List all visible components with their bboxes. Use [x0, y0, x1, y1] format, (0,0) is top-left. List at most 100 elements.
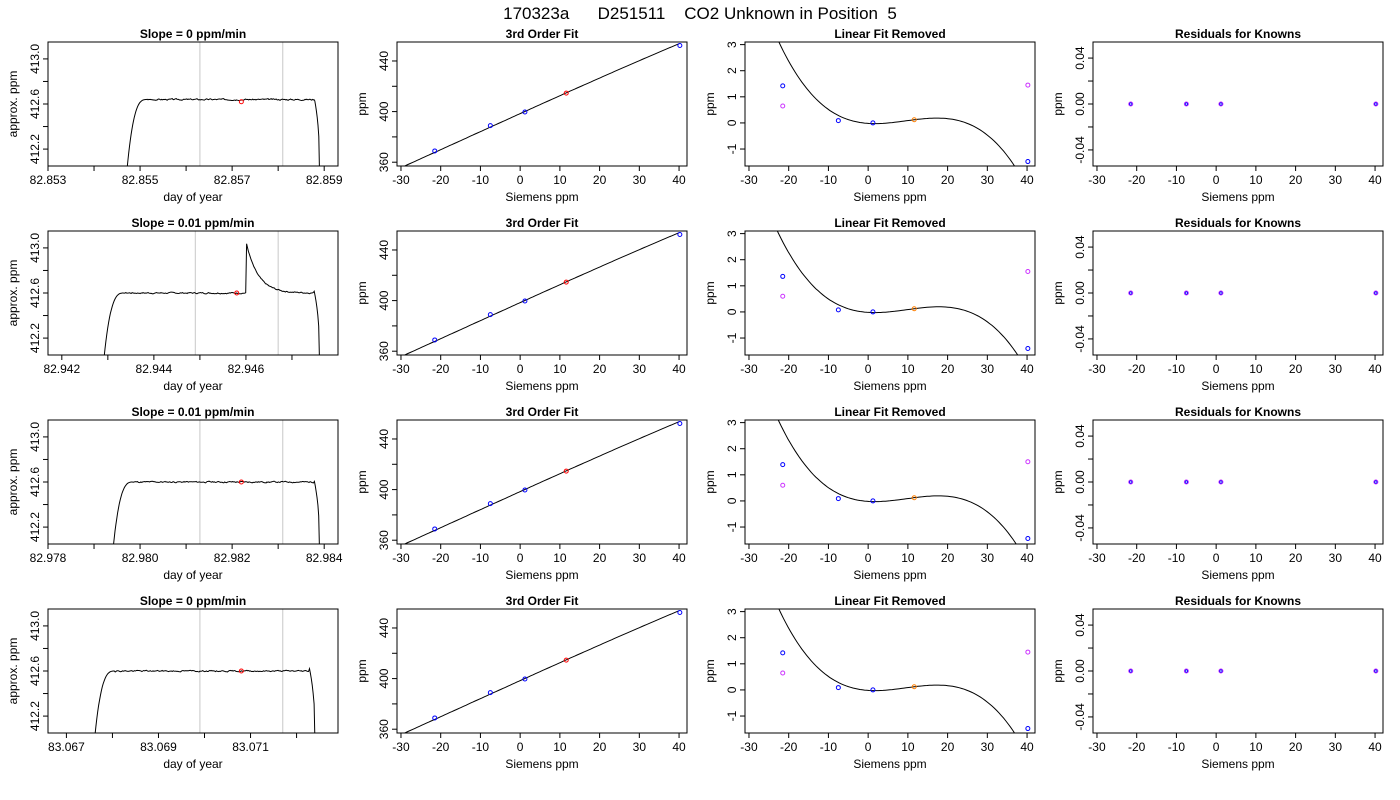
y-tick-label: 0.00: [1073, 659, 1087, 683]
y-tick-label: 412.6: [28, 656, 42, 686]
panel-title: Slope = 0.01 ppm/min: [131, 405, 254, 419]
x-tick-label: 82.944: [136, 362, 173, 376]
x-tick-label: -30: [740, 740, 758, 754]
x-tick-label: 82.980: [122, 551, 159, 565]
x-tick-label: 10: [1249, 740, 1263, 754]
x-tick-label: 20: [1289, 173, 1303, 187]
panel-raw-row-4: Slope = 0 ppm/min 83.067 83.069 83.071 412.2…: [6, 594, 339, 771]
x-tick-label: -20: [432, 740, 450, 754]
x-axis-label: Siemens ppm: [853, 568, 926, 582]
plot-frame: [47, 41, 339, 167]
known-standard-point: [677, 43, 683, 49]
secondary-point: [780, 293, 786, 299]
x-tick-label: 82.982: [214, 551, 251, 565]
x-tick-label: 40: [1368, 551, 1382, 565]
plot-data-layer: [1128, 668, 1379, 674]
x-tick-label: 82.853: [30, 173, 67, 187]
x-tick-label: 40: [1368, 362, 1382, 376]
fit-curve: [778, 609, 1016, 733]
panel-title: Linear Fit Removed: [834, 405, 945, 419]
x-tick-label: 30: [1329, 551, 1343, 565]
fit-curve: [778, 42, 1016, 166]
known-standard-point-inner: [1219, 480, 1223, 484]
known-standard-point-inner: [1374, 102, 1378, 106]
x-tick-label: 0: [1213, 551, 1220, 565]
y-tick-label: 0.00: [1073, 470, 1087, 494]
known-standard-point: [835, 496, 841, 502]
x-tick-label: 83.067: [48, 740, 85, 754]
y-tick-label: 412.2: [28, 134, 42, 164]
panel-title: Linear Fit Removed: [834, 216, 945, 230]
known-standard-point: [1128, 479, 1134, 485]
y-tick-label: -0.04: [1073, 703, 1087, 731]
y-tick-label: 413.0: [28, 422, 42, 452]
panel-linfit-row-3: Linear Fit Removed-30 -20 -10 0 10 20 30 40-101…: [703, 405, 1036, 582]
y-tick-label: 1: [725, 282, 739, 289]
x-tick-label: -30: [392, 551, 410, 565]
y-axis-label: ppm: [1051, 659, 1065, 682]
x-tick-label: -30: [1088, 173, 1106, 187]
panel-title: Slope = 0 ppm/min: [140, 594, 246, 608]
x-tick-label: -30: [1088, 551, 1106, 565]
y-tick-label: 360: [377, 719, 391, 739]
y-tick-label: 360: [377, 341, 391, 361]
plot-data-layer: [94, 609, 316, 733]
panel-grid: Slope = 0 ppm/min 82.853 82.855 82.857 82.85…: [6, 27, 1384, 771]
plot-data-layer: [113, 420, 320, 544]
panel-title: Slope = 0 ppm/min: [140, 27, 246, 41]
y-tick-label: 0: [725, 497, 739, 504]
fit-curve: [403, 232, 680, 355]
y-tick-label: 1: [725, 471, 739, 478]
x-tick-label: -10: [820, 551, 838, 565]
x-axis-label: day of year: [163, 379, 222, 393]
x-tick-label: 83.069: [140, 740, 177, 754]
y-tick-label: 413.0: [28, 611, 42, 641]
known-standard-point: [522, 676, 528, 682]
y-tick-label: 360: [377, 152, 391, 172]
known-standard-point: [432, 526, 438, 532]
x-tick-label: 30: [981, 173, 995, 187]
unknown-mean-point: [234, 290, 240, 296]
panel-resid-row-1: Residuals for Knowns -30 -20 -10 0 10 20 30 40 -0…: [1051, 27, 1384, 204]
x-tick-label: 0: [517, 551, 524, 565]
x-tick-label: -10: [472, 551, 490, 565]
known-standard-point: [1183, 101, 1189, 107]
panel-resid-row-2: Residuals for Knowns -30 -20 -10 0 10 20 30 40 -0…: [1051, 216, 1384, 393]
y-tick-label: 412.6: [28, 278, 42, 308]
known-standard-point-inner: [1129, 669, 1133, 673]
panel-title: Residuals for Knowns: [1175, 27, 1301, 41]
known-standard-point: [677, 610, 683, 616]
panel-title: Residuals for Knowns: [1175, 216, 1301, 230]
y-tick-label: 3: [725, 608, 739, 615]
y-tick-label: -1: [725, 710, 739, 721]
x-tick-label: 0: [517, 362, 524, 376]
known-standard-point: [1218, 101, 1224, 107]
known-standard-point: [487, 123, 493, 129]
fit-curve: [403, 421, 680, 544]
x-tick-label: 20: [941, 740, 955, 754]
x-tick-label: 20: [1289, 551, 1303, 565]
y-tick-label: 0: [725, 119, 739, 126]
fit-curve: [403, 43, 680, 166]
concentration-trace: [113, 480, 320, 544]
x-tick-label: -30: [392, 740, 410, 754]
known-standard-point: [835, 118, 841, 124]
y-tick-label: 1: [725, 660, 739, 667]
x-tick-label: 20: [593, 551, 607, 565]
plot-frame: [1092, 419, 1384, 545]
y-axis-label: ppm: [703, 92, 717, 115]
x-tick-label: 30: [1329, 362, 1343, 376]
x-tick-label: 40: [1020, 551, 1034, 565]
unknown-mean-point: [238, 99, 244, 105]
plot-frame: [396, 230, 688, 356]
y-tick-label: 0: [725, 686, 739, 693]
y-axis-label: approx. ppm: [6, 71, 20, 138]
y-tick-label: 412.2: [28, 323, 42, 353]
y-axis-label: ppm: [355, 281, 369, 304]
y-tick-label: 0.04: [1073, 46, 1087, 70]
plot-data-layer: [778, 609, 1031, 733]
x-tick-label: -10: [1168, 740, 1186, 754]
known-standard-point-inner: [1184, 669, 1188, 673]
known-standard-point: [1373, 101, 1379, 107]
